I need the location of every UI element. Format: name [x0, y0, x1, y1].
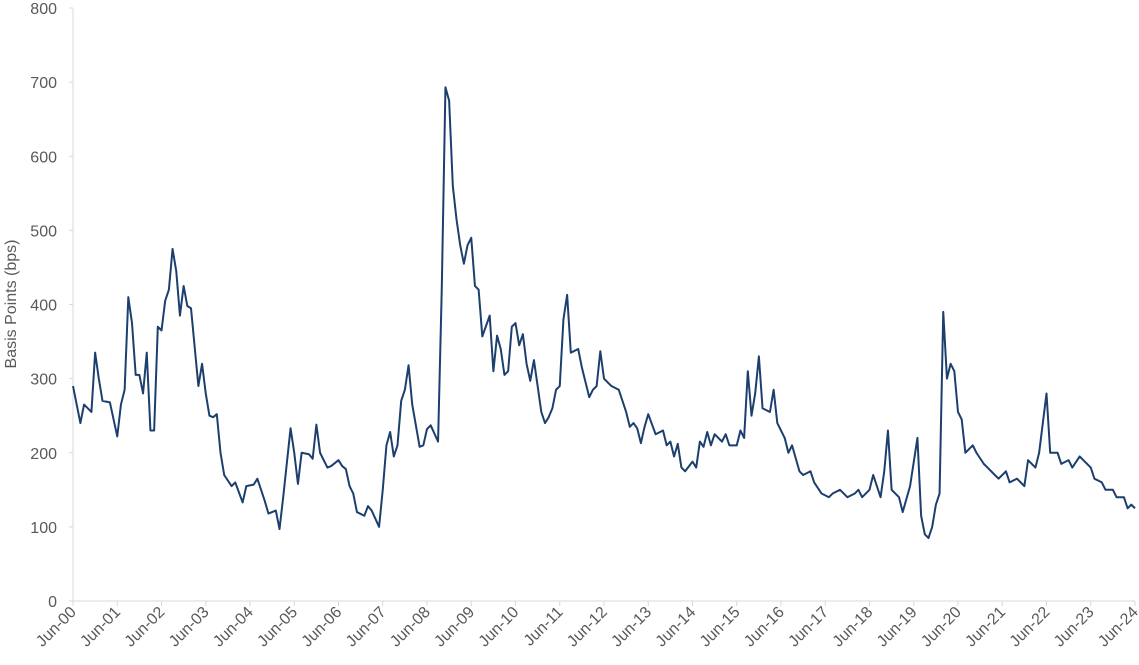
x-tick-label: Jun-10	[476, 604, 523, 651]
x-tick-label: Jun-12	[564, 604, 611, 651]
x-tick-label: Jun-17	[785, 604, 832, 651]
y-tick-label: 300	[30, 372, 57, 389]
x-tick-label: Jun-16	[741, 604, 788, 651]
x-tick-label: Jun-02	[122, 604, 169, 651]
x-tick-label: Jun-18	[830, 604, 877, 651]
y-tick-label: 600	[30, 149, 57, 166]
y-tick-label: 400	[30, 298, 57, 315]
x-tick-label: Jun-06	[299, 604, 346, 651]
x-tick-label: Jun-01	[77, 604, 124, 651]
x-tick-label: Jun-22	[1007, 604, 1054, 651]
x-tick-label: Jun-03	[166, 604, 213, 651]
x-tick-label: Jun-14	[653, 604, 700, 651]
x-tick-label: Jun-09	[431, 604, 478, 651]
y-tick-label: 100	[30, 520, 57, 537]
x-tick-label: Jun-19	[874, 604, 921, 651]
y-tick-label: 800	[30, 1, 57, 18]
y-tick-label: 0	[48, 594, 57, 611]
x-tick-label: Jun-13	[608, 604, 655, 651]
x-tick-label: Jun-20	[918, 604, 965, 651]
x-tick-label: Jun-24	[1095, 604, 1139, 651]
y-tick-label: 200	[30, 446, 57, 463]
x-tick-label: Jun-08	[387, 604, 434, 651]
y-axis-label: Basis Points (bps)	[3, 240, 20, 369]
y-tick-label: 500	[30, 223, 57, 240]
x-tick-label: Jun-23	[1051, 604, 1098, 651]
x-tick-label: Jun-11	[521, 604, 567, 650]
x-tick-label: Jun-05	[254, 604, 301, 651]
x-tick-label: Jun-07	[343, 604, 390, 651]
y-tick-label: 700	[30, 75, 57, 92]
x-tick-label: Jun-15	[697, 604, 744, 651]
series-line	[72, 86, 1136, 539]
x-tick-label: Jun-04	[210, 604, 257, 651]
x-tick-label: Jun-21	[962, 604, 1009, 651]
